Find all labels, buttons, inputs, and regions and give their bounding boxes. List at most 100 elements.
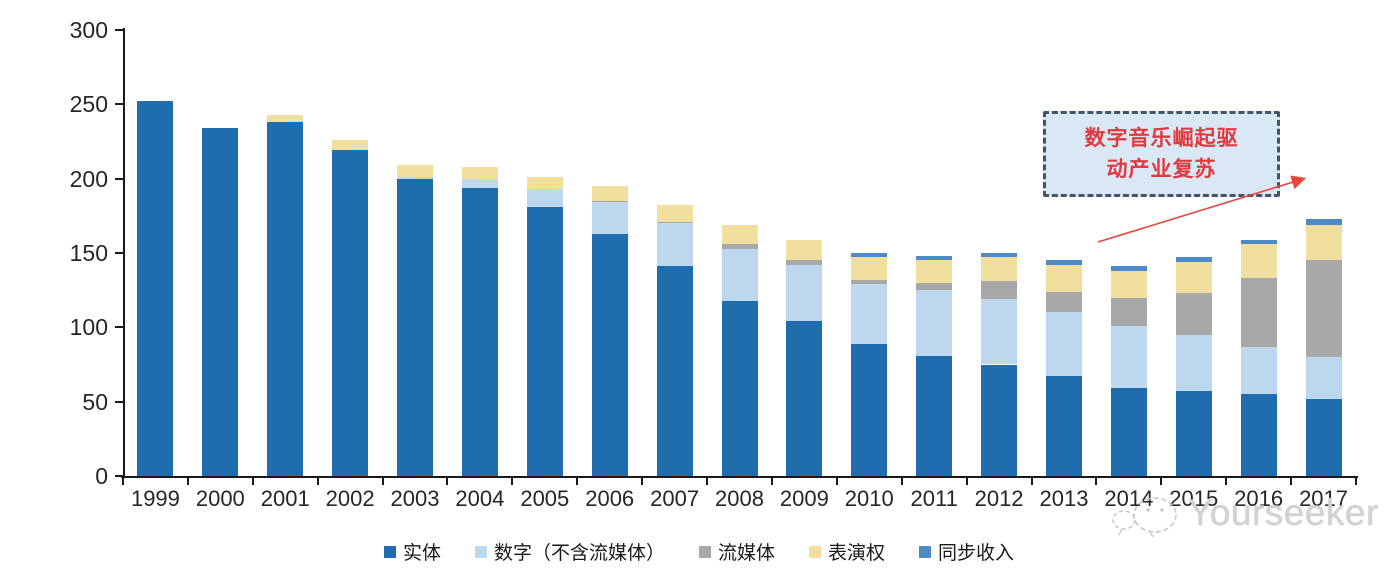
legend-swatch-icon xyxy=(809,545,821,558)
bar-segment-同步收入 xyxy=(981,253,1018,258)
bar-segment-实体 xyxy=(137,101,174,476)
bar-segment-表演权 xyxy=(916,260,953,283)
bar-segment-实体 xyxy=(786,321,823,476)
x-axis-tick xyxy=(576,478,579,485)
legend-item: 流媒体 xyxy=(698,538,775,565)
bar-segment-表演权 xyxy=(461,166,498,179)
x-axis-tick xyxy=(770,478,773,485)
bar-segment-流媒体 xyxy=(1045,291,1082,313)
bar-segment-流媒体 xyxy=(1305,260,1342,358)
x-axis-tick xyxy=(641,478,644,485)
bar-segment-数字（不含流媒体） xyxy=(851,284,888,344)
x-axis-label: 2005 xyxy=(520,486,570,511)
bar-segment-数字（不含流媒体） xyxy=(591,202,628,234)
bar-segment-数字（不含流媒体） xyxy=(526,189,563,207)
bar-segment-实体 xyxy=(267,122,304,476)
y-axis-tick xyxy=(115,475,123,477)
y-axis-tick xyxy=(115,326,123,329)
x-axis-label: 1999 xyxy=(130,486,180,511)
watermark-text: Yourseeker xyxy=(1188,492,1379,533)
legend-swatch-icon xyxy=(383,545,396,558)
legend-swatch-icon xyxy=(698,545,711,558)
x-axis-label: 2013 xyxy=(1039,486,1089,511)
bar-segment-数字（不含流媒体） xyxy=(916,290,953,356)
legend: 实体 数字（不含流媒体） 流媒体 表演权 同步收入 xyxy=(0,538,1398,565)
legend-item: 数字（不含流媒体） xyxy=(474,538,665,565)
x-axis-tick xyxy=(1355,478,1357,485)
bar-segment-同步收入 xyxy=(916,255,953,261)
legend-swatch-icon xyxy=(919,545,932,558)
bar-segment-流媒体 xyxy=(656,221,693,224)
x-axis-tick xyxy=(1160,478,1163,485)
x-axis-line xyxy=(121,476,1358,478)
bar-segment-实体 xyxy=(981,364,1018,476)
bar-segment-表演权 xyxy=(332,140,369,151)
x-axis-label: 2006 xyxy=(585,486,635,511)
bar-segment-流媒体 xyxy=(1175,293,1212,335)
bar-segment-同步收入 xyxy=(1110,266,1147,271)
bar-segment-同步收入 xyxy=(1045,260,1082,265)
bar-segment-表演权 xyxy=(1045,264,1082,292)
x-axis-tick xyxy=(122,478,124,485)
bar-segment-实体 xyxy=(1045,376,1082,476)
x-axis-tick xyxy=(511,478,514,485)
bar-segment-实体 xyxy=(1175,391,1212,476)
legend-label: 数字（不含流媒体） xyxy=(493,543,665,564)
bar-segment-数字（不含流媒体） xyxy=(1240,346,1277,395)
y-axis-label: 100 xyxy=(69,314,108,341)
bar-segment-表演权 xyxy=(981,257,1018,282)
x-axis-label: 2007 xyxy=(650,486,700,511)
x-axis-tick xyxy=(1290,478,1293,485)
bar-segment-表演权 xyxy=(721,224,758,245)
bar-segment-同步收入 xyxy=(1175,257,1212,262)
bar-segment-流媒体 xyxy=(981,281,1018,300)
y-axis-label: 250 xyxy=(69,91,108,118)
bar-segment-数字（不含流媒体） xyxy=(397,177,434,179)
bar-segment-流媒体 xyxy=(916,282,953,291)
bar-segment-流媒体 xyxy=(1110,297,1147,326)
bar-segment-表演权 xyxy=(851,257,888,280)
watermark-logo-icon xyxy=(1112,497,1177,538)
bar-segment-实体 xyxy=(1110,388,1147,476)
y-axis-label: 50 xyxy=(82,388,108,415)
bar-segment-表演权 xyxy=(397,165,434,178)
legend-label: 实体 xyxy=(402,543,441,564)
y-axis-label: 300 xyxy=(69,17,108,43)
bar-segment-流媒体 xyxy=(786,260,823,265)
x-axis-tick xyxy=(316,478,319,485)
y-axis-tick xyxy=(115,29,123,31)
x-axis-tick xyxy=(1030,478,1033,485)
bar-segment-实体 xyxy=(721,300,758,476)
bar-segment-表演权 xyxy=(786,239,823,261)
bar-segment-实体 xyxy=(591,233,628,476)
bar-segment-数字（不含流媒体） xyxy=(656,223,693,267)
x-axis-label: 2008 xyxy=(715,486,764,511)
bar-segment-表演权 xyxy=(591,186,628,201)
y-axis-label: 200 xyxy=(69,165,108,192)
x-axis-label: 2010 xyxy=(844,486,894,511)
bar-segment-实体 xyxy=(332,150,369,476)
bar-segment-同步收入 xyxy=(1305,218,1342,225)
x-axis-tick xyxy=(446,478,449,485)
annotation-line2: 动产业复苏 xyxy=(1106,157,1217,181)
x-axis-tick xyxy=(900,478,903,485)
y-axis-tick xyxy=(115,400,123,403)
x-axis-label: 2011 xyxy=(910,486,958,511)
bar-segment-表演权 xyxy=(267,114,304,123)
bar-segment-实体 xyxy=(656,266,693,476)
y-axis-tick xyxy=(115,177,123,180)
annotation-line1: 数字音乐崛起驱 xyxy=(1084,125,1239,150)
y-axis-label: 150 xyxy=(69,240,108,266)
x-axis-label: 2003 xyxy=(390,486,440,511)
y-axis-tick xyxy=(115,252,123,254)
bar-segment-实体 xyxy=(202,128,239,476)
bar-segment-实体 xyxy=(851,343,888,476)
bar-segment-数字（不含流媒体） xyxy=(1305,357,1342,399)
legend-item: 实体 xyxy=(383,538,441,565)
bar-segment-实体 xyxy=(526,206,563,476)
bar-segment-实体 xyxy=(1305,398,1342,476)
bar-segment-数字（不含流媒体） xyxy=(1045,312,1082,377)
bar-segment-实体 xyxy=(397,178,434,476)
x-axis-tick xyxy=(186,478,189,485)
